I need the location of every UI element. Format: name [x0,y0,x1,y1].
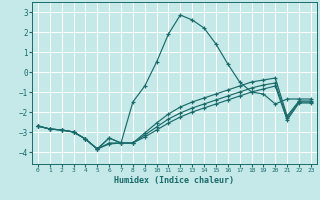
X-axis label: Humidex (Indice chaleur): Humidex (Indice chaleur) [115,176,234,185]
